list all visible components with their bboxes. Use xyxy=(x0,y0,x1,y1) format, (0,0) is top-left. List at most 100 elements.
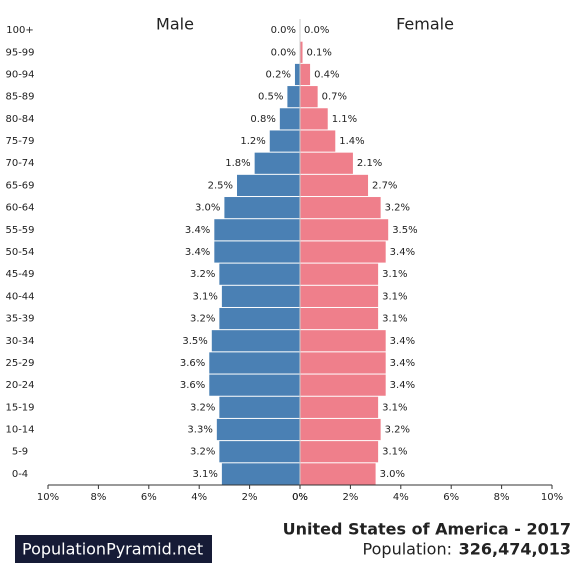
x-tick-label: 10% xyxy=(541,492,563,503)
value-label: 3.6% xyxy=(180,380,205,391)
value-label: 3.4% xyxy=(390,336,415,347)
male-bar xyxy=(269,130,300,152)
legend-male: Male xyxy=(156,15,194,34)
population: 326,474,013 xyxy=(459,540,571,559)
female-bar xyxy=(300,174,369,197)
female-bar xyxy=(300,86,318,108)
age-label: 5-9 xyxy=(12,447,28,458)
value-label: 3.3% xyxy=(187,425,212,436)
female-bar xyxy=(300,263,379,285)
male-bar xyxy=(287,86,300,108)
value-label: 0.8% xyxy=(250,114,275,125)
value-label: 3.1% xyxy=(192,291,217,302)
x-tick-label: 6% xyxy=(443,492,459,503)
value-label: 0.0% xyxy=(304,25,329,36)
value-label: 3.2% xyxy=(190,402,215,413)
female-bar xyxy=(300,152,353,174)
age-label: 40-44 xyxy=(5,291,34,302)
female-bar xyxy=(300,352,386,374)
male-bar xyxy=(216,418,300,441)
female-bar xyxy=(300,108,328,130)
x-tick-label: 0% xyxy=(292,492,308,503)
female-bar xyxy=(300,63,311,86)
value-label: 1.1% xyxy=(332,114,357,125)
x-tick-label: 10% xyxy=(37,492,59,503)
male-bar xyxy=(209,352,300,374)
female-bar xyxy=(300,41,303,63)
x-tick-label: 4% xyxy=(191,492,207,503)
male-bar xyxy=(209,374,300,396)
value-label: 0.2% xyxy=(266,69,291,80)
value-label: 0.7% xyxy=(322,92,347,103)
value-label: 0.5% xyxy=(258,92,283,103)
age-label: 0-4 xyxy=(12,469,28,480)
value-label: 0.0% xyxy=(271,25,296,36)
age-label: 45-49 xyxy=(5,269,34,280)
age-label: 30-34 xyxy=(5,336,34,347)
male-bar xyxy=(221,285,300,307)
male-bar xyxy=(279,108,300,130)
value-label: 3.2% xyxy=(190,314,215,325)
male-bar xyxy=(219,441,300,463)
female-bar xyxy=(300,330,386,352)
age-label: 35-39 xyxy=(5,314,34,325)
x-tick-label: 8% xyxy=(494,492,510,503)
age-label: 90-94 xyxy=(5,69,34,80)
female-bar xyxy=(300,307,379,330)
value-label: 1.4% xyxy=(339,136,364,147)
male-bar xyxy=(219,263,300,285)
male-bar xyxy=(214,241,300,263)
population-label: Population: xyxy=(363,540,452,559)
x-tick-label: 6% xyxy=(141,492,157,503)
value-label: 3.1% xyxy=(382,291,407,302)
value-label: 3.1% xyxy=(382,314,407,325)
value-label: 3.2% xyxy=(385,203,410,214)
age-label: 60-64 xyxy=(5,203,34,214)
female-bar xyxy=(300,241,386,263)
value-label: 3.4% xyxy=(390,247,415,258)
age-label: 100+ xyxy=(6,25,33,36)
age-label: 70-74 xyxy=(5,158,34,169)
brand-badge xyxy=(15,535,212,563)
value-label: 0.4% xyxy=(314,69,339,80)
value-label: 3.4% xyxy=(185,247,210,258)
female-bar xyxy=(300,197,381,219)
value-label: 3.2% xyxy=(385,425,410,436)
male-bar xyxy=(224,197,300,219)
female-bar xyxy=(300,130,336,152)
male-bar xyxy=(211,330,300,352)
female-bar xyxy=(300,374,386,396)
female-bar xyxy=(300,396,379,418)
female-bar xyxy=(300,441,379,463)
value-label: 3.2% xyxy=(190,269,215,280)
value-label: 3.4% xyxy=(390,380,415,391)
male-bar xyxy=(214,219,300,241)
value-label: 3.1% xyxy=(382,402,407,413)
female-bar xyxy=(300,418,381,441)
value-label: 3.4% xyxy=(390,358,415,369)
value-label: 3.0% xyxy=(380,469,405,480)
value-label: 2.7% xyxy=(372,180,397,191)
x-tick-label: 8% xyxy=(90,492,106,503)
value-label: 3.5% xyxy=(182,336,207,347)
value-label: 3.2% xyxy=(190,447,215,458)
value-label: 0.1% xyxy=(307,47,332,58)
value-label: 3.0% xyxy=(195,203,220,214)
male-bar xyxy=(294,63,300,86)
age-label: 95-99 xyxy=(5,47,34,58)
x-tick-label: 2% xyxy=(242,492,258,503)
legend-female: Female xyxy=(396,15,454,34)
x-tick-label: 2% xyxy=(342,492,358,503)
age-label: 55-59 xyxy=(5,225,34,236)
male-bar xyxy=(219,396,300,418)
male-bar xyxy=(254,152,300,174)
x-tick-label: 0% xyxy=(292,492,308,503)
female-bar xyxy=(300,285,379,307)
age-label: 80-84 xyxy=(5,114,34,125)
brand: PopulationPyramid.net xyxy=(22,540,203,559)
value-label: 2.1% xyxy=(357,158,382,169)
age-label: 85-89 xyxy=(5,92,34,103)
age-label: 10-14 xyxy=(5,425,34,436)
value-label: 3.1% xyxy=(192,469,217,480)
